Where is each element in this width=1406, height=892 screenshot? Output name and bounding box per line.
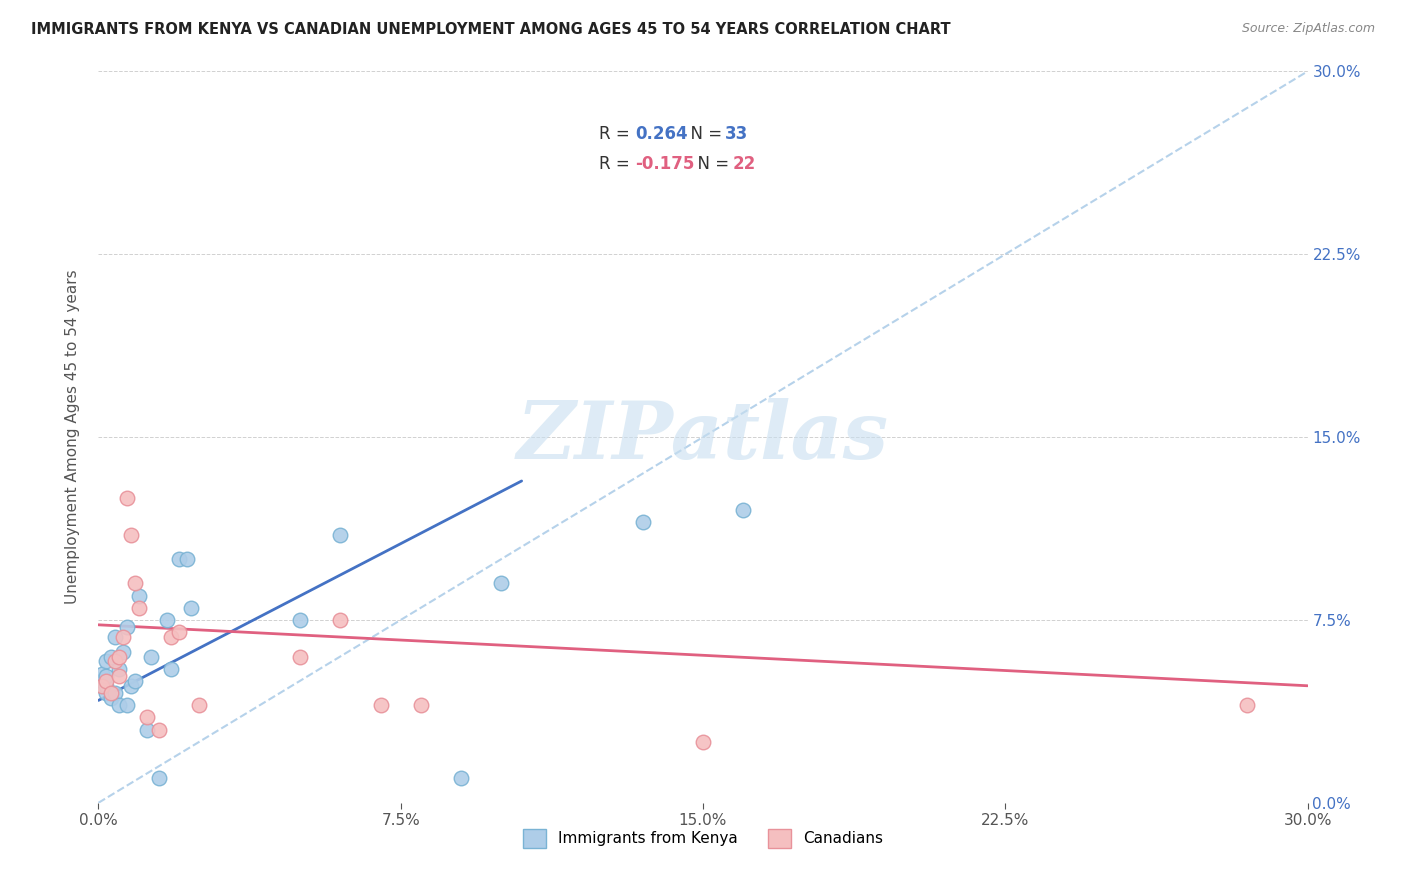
Point — [100, 649, 122, 664]
Point — [135, 710, 157, 724]
Point — [120, 679, 142, 693]
Point — [1236, 698, 1258, 713]
Text: R =: R = — [599, 126, 634, 144]
Point — [107, 649, 129, 664]
Point — [176, 552, 198, 566]
Point — [128, 589, 150, 603]
Point — [111, 630, 134, 644]
Point — [135, 723, 157, 737]
Point — [329, 527, 352, 541]
Point — [91, 666, 114, 681]
Point — [491, 576, 513, 591]
Point — [148, 772, 170, 786]
Point — [128, 600, 150, 615]
Legend: Immigrants from Kenya, Canadians: Immigrants from Kenya, Canadians — [516, 822, 890, 854]
Point — [96, 669, 118, 683]
Point — [148, 723, 170, 737]
Point — [115, 698, 138, 713]
Point — [107, 669, 129, 683]
Point — [115, 620, 138, 634]
Point — [100, 690, 122, 705]
Point — [631, 516, 654, 530]
Point — [91, 679, 114, 693]
Point — [188, 698, 211, 713]
Point — [160, 662, 183, 676]
Point — [370, 698, 392, 713]
Point — [409, 698, 432, 713]
Point — [167, 552, 190, 566]
Point — [450, 772, 472, 786]
Text: N =: N = — [688, 155, 734, 173]
Point — [692, 735, 714, 749]
Point — [180, 600, 202, 615]
Text: N =: N = — [681, 126, 727, 144]
Point — [107, 662, 129, 676]
Point — [124, 673, 146, 688]
Point — [329, 613, 352, 627]
Point — [120, 527, 142, 541]
Point — [96, 679, 118, 693]
Text: 33: 33 — [725, 126, 748, 144]
Text: 22: 22 — [733, 155, 755, 173]
Point — [139, 649, 162, 664]
Point — [156, 613, 179, 627]
Point — [91, 673, 114, 688]
Point — [103, 654, 125, 668]
Point — [96, 673, 118, 688]
Text: ZIPatlas: ZIPatlas — [517, 399, 889, 475]
Point — [103, 630, 125, 644]
Point — [115, 491, 138, 505]
Point — [107, 698, 129, 713]
Point — [96, 686, 118, 700]
Point — [91, 679, 114, 693]
Point — [288, 613, 311, 627]
Y-axis label: Unemployment Among Ages 45 to 54 years: Unemployment Among Ages 45 to 54 years — [65, 269, 80, 605]
Text: -0.175: -0.175 — [636, 155, 695, 173]
Text: IMMIGRANTS FROM KENYA VS CANADIAN UNEMPLOYMENT AMONG AGES 45 TO 54 YEARS CORRELA: IMMIGRANTS FROM KENYA VS CANADIAN UNEMPL… — [31, 22, 950, 37]
Text: Source: ZipAtlas.com: Source: ZipAtlas.com — [1241, 22, 1375, 36]
Point — [103, 686, 125, 700]
Text: 0.264: 0.264 — [636, 126, 688, 144]
Text: R =: R = — [599, 155, 634, 173]
Point — [288, 649, 311, 664]
Point — [167, 625, 190, 640]
Point — [160, 630, 183, 644]
Point — [124, 576, 146, 591]
Point — [111, 645, 134, 659]
Point — [733, 503, 755, 517]
Point — [100, 686, 122, 700]
Point — [96, 654, 118, 668]
